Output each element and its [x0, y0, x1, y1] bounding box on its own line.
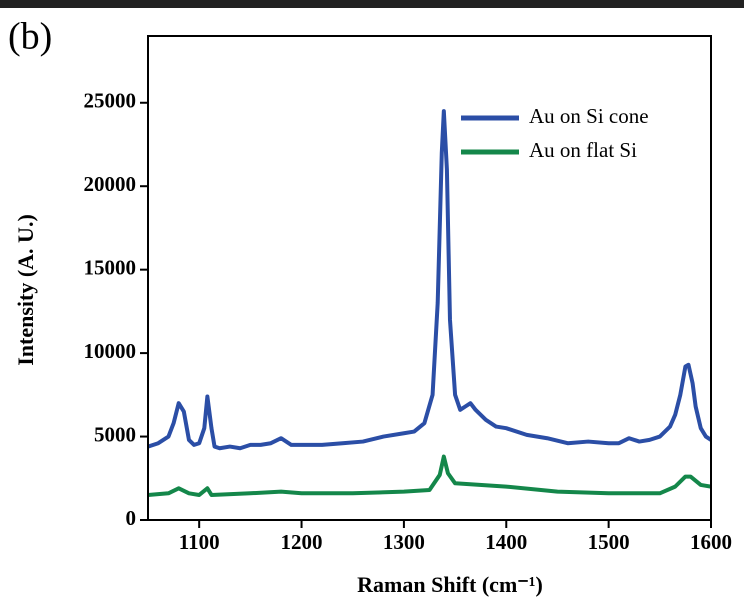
x-tick-label: 1200: [281, 530, 323, 554]
y-tick-label: 25000: [84, 89, 137, 113]
series-line: [148, 454, 711, 497]
x-tick-label: 1100: [179, 530, 220, 554]
y-tick-label: 20000: [84, 172, 137, 196]
legend-label: Au on flat Si: [529, 138, 637, 162]
y-tick-label: 10000: [84, 339, 137, 363]
top-strip: [0, 0, 744, 8]
plot-frame: [147, 35, 712, 521]
x-axis-label: Raman Shift (cm⁻¹): [357, 572, 543, 597]
panel-label: (b): [8, 16, 52, 58]
x-tick-label: 1500: [588, 530, 630, 554]
y-tick-label: 15000: [84, 255, 137, 279]
x-tick-label: 1300: [383, 530, 425, 554]
series-line: [148, 109, 711, 451]
y-axis-label: Intensity (A. U.): [13, 214, 38, 366]
y-tick-label: 0: [126, 506, 137, 530]
legend-label: Au on Si cone: [529, 104, 649, 128]
y-tick-label: 5000: [94, 422, 136, 446]
x-tick-label: 1600: [690, 530, 732, 554]
x-tick-label: 1400: [485, 530, 527, 554]
